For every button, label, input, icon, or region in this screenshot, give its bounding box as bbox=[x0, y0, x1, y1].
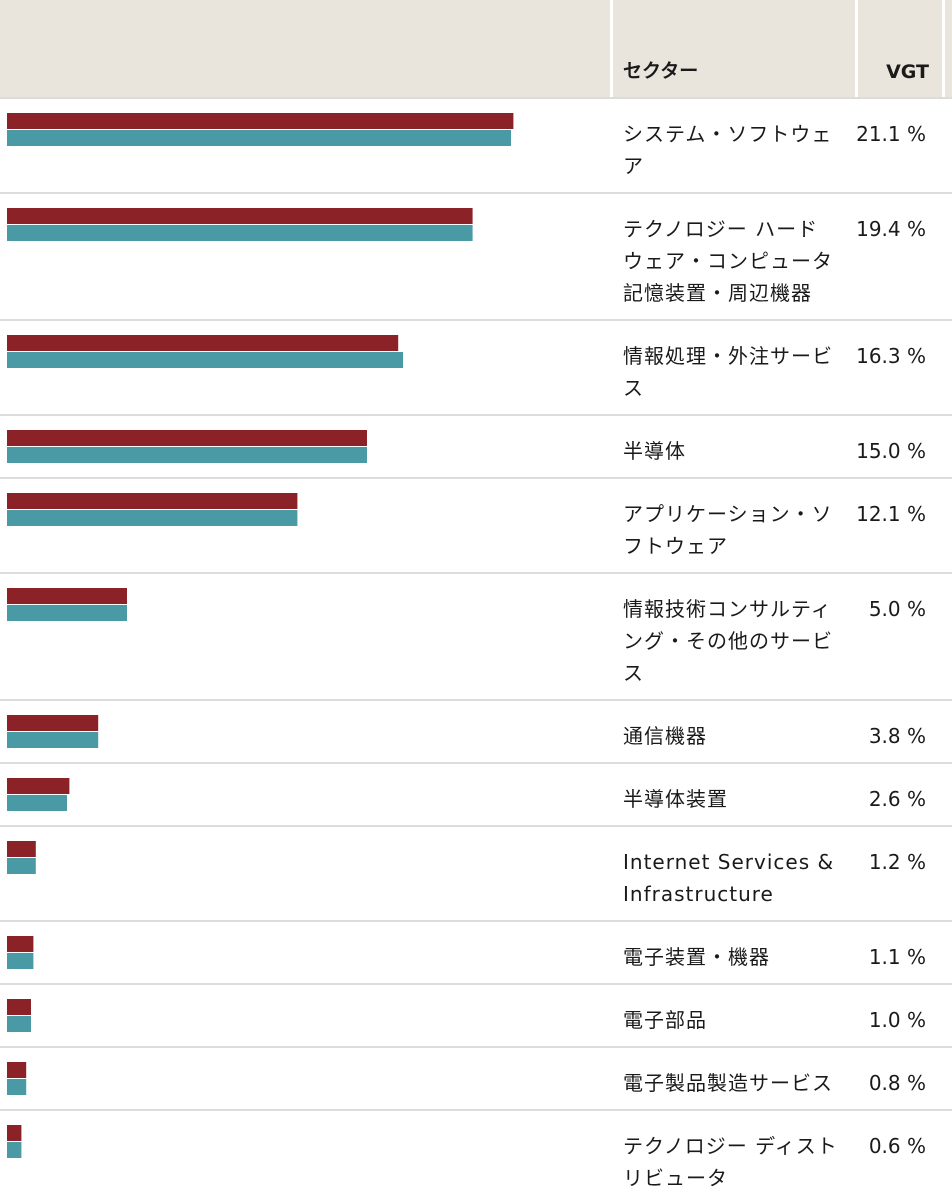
vgt-value: 12.1 % bbox=[856, 502, 926, 526]
sector-label: 電子部品 bbox=[623, 1008, 707, 1032]
bar-series-2 bbox=[7, 1016, 31, 1032]
header-sector: セクター bbox=[613, 0, 855, 97]
vgt-value: 2.6 % bbox=[868, 787, 926, 811]
bar-series-1 bbox=[7, 588, 127, 604]
header-extra-column bbox=[945, 0, 952, 97]
bar-series-1 bbox=[7, 1062, 27, 1078]
bar-group bbox=[7, 1062, 27, 1095]
bar-series-1 bbox=[7, 778, 70, 794]
bar-group bbox=[7, 715, 99, 748]
bar-series-2 bbox=[7, 858, 36, 874]
table-row: 情報技術コンサルティング・その他のサービス 5.0 % bbox=[0, 572, 952, 699]
bar-series-2 bbox=[7, 1142, 22, 1158]
bar-group bbox=[7, 335, 403, 368]
bar-series-2 bbox=[7, 352, 403, 368]
sector-label: アプリケーション・ソフトウェア bbox=[623, 502, 833, 558]
bar-group bbox=[7, 1125, 22, 1158]
table-row: 通信機器 3.8 % bbox=[0, 699, 952, 762]
bar-series-2 bbox=[7, 605, 127, 621]
table-row: テクノロジー ハードウェア・コンピュータ記憶装置・周辺機器 19.4 % bbox=[0, 192, 952, 319]
bar-series-2 bbox=[7, 953, 34, 969]
sector-label: 情報処理・外注サービス bbox=[623, 344, 833, 400]
vgt-value: 1.0 % bbox=[868, 1008, 926, 1032]
sector-label: システム・ソフトウェア bbox=[623, 122, 833, 178]
bar-group bbox=[7, 999, 31, 1032]
bar-series-2 bbox=[7, 732, 99, 748]
bar-cell bbox=[0, 1048, 613, 1109]
sector-label: Internet Services & Infrastructure bbox=[623, 850, 835, 906]
vgt-value: 3.8 % bbox=[868, 724, 926, 748]
bar-group bbox=[7, 588, 127, 621]
table-row: 情報処理・外注サービス 16.3 % bbox=[0, 319, 952, 414]
table-row: Internet Services & Infrastructure 1.2 % bbox=[0, 825, 952, 920]
sector-label: テクノロジー ハードウェア・コンピュータ記憶装置・周辺機器 bbox=[623, 217, 833, 305]
sector-label: 電子装置・機器 bbox=[623, 945, 770, 969]
bar-series-1 bbox=[7, 493, 298, 509]
bar-series-2 bbox=[7, 130, 511, 146]
bar-series-1 bbox=[7, 999, 31, 1015]
table-row: 半導体 15.0 % bbox=[0, 414, 952, 477]
bar-group bbox=[7, 936, 34, 969]
vgt-value: 5.0 % bbox=[868, 597, 926, 621]
bar-series-2 bbox=[7, 795, 67, 811]
header-vgt: VGT bbox=[858, 0, 942, 97]
bar-series-2 bbox=[7, 1079, 27, 1095]
bar-series-1 bbox=[7, 335, 399, 351]
bar-cell bbox=[0, 922, 613, 983]
table-row: 電子装置・機器 1.1 % bbox=[0, 920, 952, 983]
bar-series-1 bbox=[7, 113, 514, 129]
vgt-value: 16.3 % bbox=[856, 344, 926, 368]
vgt-value: 15.0 % bbox=[856, 439, 926, 463]
bar-cell bbox=[0, 701, 613, 762]
sector-label: テクノロジー ディストリビュータ bbox=[623, 1134, 838, 1190]
sector-label: 情報技術コンサルティング・その他のサービス bbox=[623, 597, 833, 685]
vgt-value: 0.6 % bbox=[868, 1134, 926, 1158]
table-header: セクター VGT bbox=[0, 0, 952, 97]
bar-series-1 bbox=[7, 936, 34, 952]
header-bar-column bbox=[0, 0, 610, 97]
vgt-value: 0.8 % bbox=[868, 1071, 926, 1095]
bar-series-1 bbox=[7, 430, 367, 446]
table-row: 電子部品 1.0 % bbox=[0, 983, 952, 1046]
bar-series-1 bbox=[7, 208, 473, 224]
bar-series-1 bbox=[7, 715, 99, 731]
bar-cell bbox=[0, 479, 613, 572]
sector-label: 通信機器 bbox=[623, 724, 707, 748]
bar-cell bbox=[0, 321, 613, 414]
bar-group bbox=[7, 778, 70, 811]
bar-series-2 bbox=[7, 225, 473, 241]
bar-group bbox=[7, 208, 473, 241]
table-row: アプリケーション・ソフトウェア 12.1 % bbox=[0, 477, 952, 572]
sector-label: 電子製品製造サービス bbox=[623, 1071, 833, 1095]
bar-cell bbox=[0, 827, 613, 920]
table-row: テクノロジー ディストリビュータ 0.6 % bbox=[0, 1109, 952, 1204]
vgt-value: 1.1 % bbox=[868, 945, 926, 969]
bar-series-1 bbox=[7, 1125, 22, 1141]
sector-label: 半導体 bbox=[623, 439, 686, 463]
vgt-value: 19.4 % bbox=[856, 217, 926, 241]
bar-series-2 bbox=[7, 447, 367, 463]
bar-cell bbox=[0, 99, 613, 192]
bar-cell bbox=[0, 416, 613, 477]
bar-cell bbox=[0, 194, 613, 319]
bar-cell bbox=[0, 1111, 613, 1204]
sector-label: 半導体装置 bbox=[623, 787, 728, 811]
bar-series-1 bbox=[7, 841, 36, 857]
vgt-value: 21.1 % bbox=[856, 122, 926, 146]
vgt-value: 1.2 % bbox=[868, 850, 926, 874]
bar-group bbox=[7, 430, 367, 463]
table-body: システム・ソフトウェア 21.1 % テクノロジー ハードウェア・コンピュータ記憶装… bbox=[0, 97, 952, 1204]
bar-group bbox=[7, 841, 36, 874]
table-row: 電子製品製造サービス 0.8 % bbox=[0, 1046, 952, 1109]
bar-cell bbox=[0, 764, 613, 825]
bar-cell bbox=[0, 985, 613, 1046]
table-row: 半導体装置 2.6 % bbox=[0, 762, 952, 825]
bar-group bbox=[7, 493, 298, 526]
bar-cell bbox=[0, 574, 613, 699]
bar-series-2 bbox=[7, 510, 298, 526]
bar-group bbox=[7, 113, 514, 146]
table-row: システム・ソフトウェア 21.1 % bbox=[0, 97, 952, 192]
